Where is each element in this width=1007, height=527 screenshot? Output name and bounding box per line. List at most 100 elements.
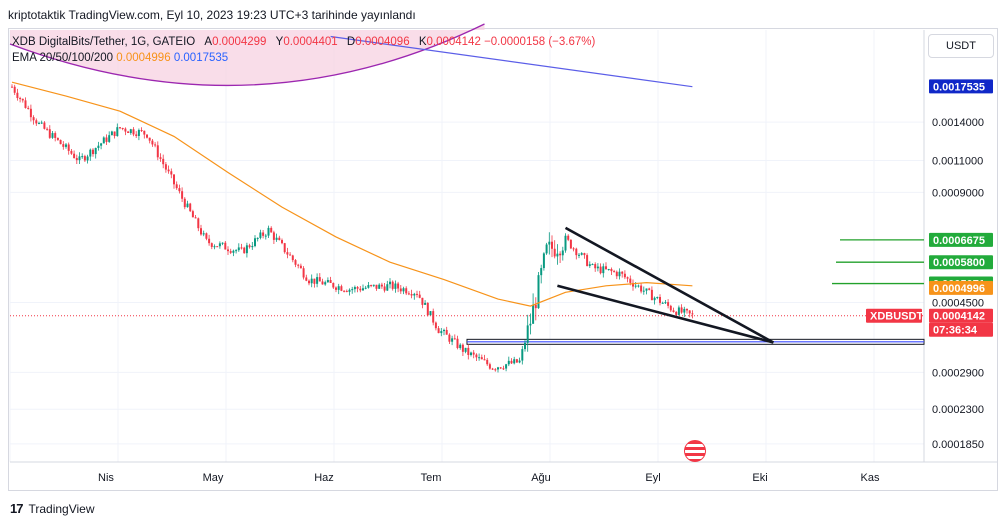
candle-body: [324, 282, 327, 285]
candle-body: [200, 228, 202, 235]
candle-body: [367, 285, 370, 288]
currency-button[interactable]: USDT: [928, 34, 994, 58]
candle-body: [410, 294, 413, 296]
candle-body: [532, 304, 535, 324]
candle-body: [297, 264, 300, 266]
candle-body: [132, 129, 135, 135]
candle-body: [259, 232, 262, 238]
candle-body: [653, 297, 656, 301]
candle-body: [143, 130, 146, 135]
candle-body: [92, 149, 94, 155]
candle-body: [640, 285, 643, 292]
candle-body: [65, 144, 67, 147]
candle-body: [486, 359, 489, 365]
candle-body: [607, 269, 610, 271]
candle-body: [386, 284, 389, 291]
candle-body: [208, 238, 211, 244]
legend-row-ema: EMA 20/50/100/200 0.0004996 0.0017535: [12, 50, 595, 66]
candle-body: [56, 137, 59, 140]
candle-body: [183, 198, 186, 208]
candle-body: [175, 184, 178, 189]
candle-body: [46, 128, 49, 130]
candle-body: [135, 134, 138, 136]
candle-body: [272, 232, 275, 240]
candle-body: [588, 264, 591, 266]
chart-frame: [8, 28, 998, 491]
candle-body: [105, 137, 108, 142]
candle-body: [281, 240, 283, 244]
change-value: −0.0000158 (−3.67%): [484, 36, 596, 48]
candle-body: [370, 285, 373, 287]
candle-body: [278, 237, 281, 241]
symbol-title[interactable]: XDB DigitalBits/Tether, 1G, GATEIO: [12, 36, 196, 48]
candle-body: [75, 158, 78, 161]
price-label: 07:36:34: [933, 325, 978, 337]
candle-body: [575, 248, 578, 256]
candle-body: [586, 255, 589, 266]
candle-body: [310, 278, 313, 284]
candle-body: [467, 347, 470, 356]
candle-body: [362, 288, 364, 291]
candle-body: [424, 302, 427, 305]
us-flag-icon[interactable]: [684, 440, 706, 462]
candle-body: [313, 278, 316, 284]
candle-body: [502, 368, 505, 370]
candle-body: [102, 137, 105, 144]
candle-body: [580, 253, 583, 255]
candle-body: [513, 359, 516, 364]
candle-body: [518, 360, 521, 363]
candle-body: [551, 241, 553, 249]
open-label: A: [204, 36, 213, 48]
candle-body: [480, 357, 483, 360]
candle-body: [429, 311, 432, 316]
time-tick-label: Eki: [752, 472, 767, 484]
time-tick-label: Tem: [421, 472, 442, 484]
candle-body: [545, 244, 548, 254]
candle-body: [461, 344, 464, 352]
candle-body: [402, 288, 405, 292]
candle-body: [21, 98, 24, 101]
candle-body: [407, 293, 410, 295]
candle-body: [38, 122, 40, 124]
candle-body: [35, 120, 38, 124]
candle-body: [356, 287, 359, 289]
candle-body: [159, 157, 162, 159]
candle-body: [181, 191, 184, 199]
candle-body: [602, 266, 605, 274]
candle-body: [318, 277, 321, 282]
candle-body: [351, 289, 354, 291]
candle-body: [540, 268, 543, 276]
time-tick-label: Haz: [314, 472, 334, 484]
candle-body: [591, 264, 594, 266]
candle-body: [507, 360, 510, 365]
candle-body: [343, 290, 346, 292]
ema-title[interactable]: EMA 20/50/100/200: [12, 52, 114, 64]
candle-body: [610, 269, 613, 272]
candle-body: [302, 268, 305, 278]
candle-body: [48, 129, 51, 138]
ema-value-1: 0.0004996: [116, 52, 171, 64]
candle-body: [483, 359, 486, 361]
candle-body: [378, 284, 381, 289]
drawing-circle-fill: [10, 24, 485, 86]
time-tick-label: Ağu: [531, 472, 551, 484]
candle-body: [491, 368, 494, 370]
price-tick-label: 0.0002900: [932, 367, 984, 379]
candle-body: [191, 211, 194, 218]
candle-body: [553, 248, 556, 257]
candle-body: [559, 253, 562, 256]
candle-body: [151, 140, 154, 145]
candle-body: [332, 282, 335, 288]
legend-row-ohlc: XDB DigitalBits/Tether, 1G, GATEIO A 0.00…: [12, 34, 595, 50]
candle-body: [634, 285, 637, 287]
close-value: 0.0004142: [426, 36, 481, 48]
candle-body: [197, 218, 200, 229]
close-label: K: [418, 36, 427, 48]
candle-body: [221, 242, 224, 244]
candle-body: [375, 284, 378, 289]
candle-body: [97, 145, 100, 148]
candle-body: [613, 271, 616, 273]
candle-body: [224, 242, 227, 250]
candle-body: [434, 322, 437, 329]
